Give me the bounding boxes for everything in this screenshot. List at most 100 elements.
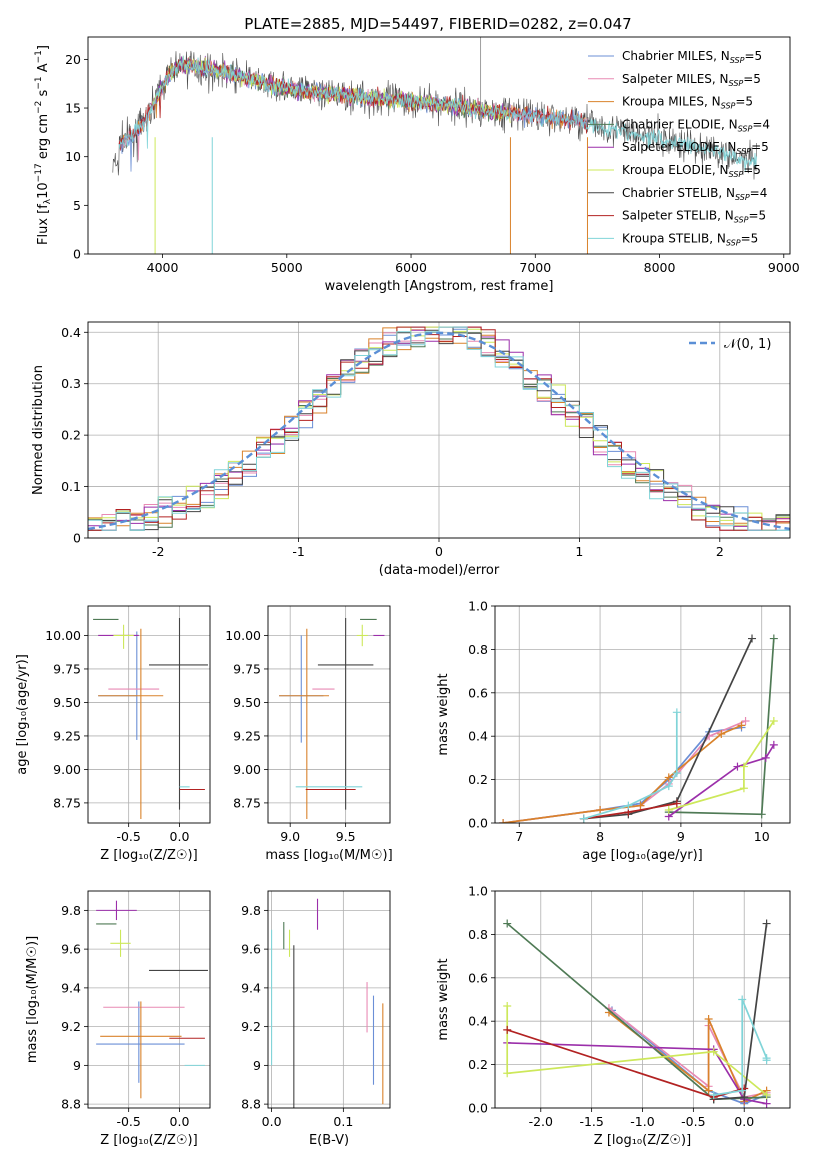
- marker-kroupa_stelib: [672, 708, 681, 717]
- y-tick-label: 10: [65, 149, 81, 164]
- mass_vs_Z-plot: [96, 900, 208, 1099]
- marker-salpeter_stelib: [503, 1025, 512, 1034]
- y-tick-label: 8.75: [233, 795, 261, 810]
- y-tick-label: 0.6: [468, 970, 488, 985]
- y-tick-label: 9.50: [233, 695, 261, 710]
- y-tick-label: 0.8: [468, 642, 488, 657]
- histogram-kroupa_stelib: [88, 326, 790, 531]
- marker-kroupa_stelib: [738, 1086, 747, 1095]
- x-tick-label: 2: [716, 544, 724, 559]
- series-kroupa_miles: [502, 724, 742, 823]
- y-tick-label: 9.00: [233, 762, 261, 777]
- series-kroupa_stelib: [583, 712, 678, 820]
- axes-frame: [494, 890, 791, 1109]
- legend-label-normal: 𝒩(0, 1): [724, 337, 771, 352]
- marker-chabrier_stelib: [740, 1093, 749, 1102]
- y-tick-label: 9.4: [61, 980, 81, 995]
- legend-label-chabrier_elodie: Chabrier ELODIE, NSSP=4: [622, 117, 770, 133]
- y-tick-label: 10.00: [45, 628, 81, 643]
- marker-kroupa_miles: [499, 819, 508, 823]
- legend-label-kroupa_stelib: Kroupa STELIB, NSSP=5: [622, 231, 758, 247]
- marker-salpeter_miles: [741, 717, 750, 726]
- x-tick-label: 0: [435, 544, 443, 559]
- x-tick-label: 8000: [644, 260, 676, 275]
- x-tick-label: 0.0: [262, 1114, 282, 1129]
- marker-kroupa_elodie: [664, 805, 673, 814]
- weight_vs_Z-panel: -2.0 -1.5 -1.0 -0.5 0.0 0.0 0.2 0.4 0.6 0.8 1.0 Z […: [436, 884, 791, 1148]
- y-tick-label: 0.4: [468, 729, 488, 744]
- figure-title: PLATE=2885, MJD=54497, FIBERID=0282, z=0…: [244, 15, 631, 33]
- marker-kroupa_miles: [704, 1086, 713, 1095]
- x-tick-label: 5000: [271, 260, 303, 275]
- y-axis-label: mass [log₁₀(M/M☉)]: [25, 936, 40, 1063]
- series-kroupa_elodie: [506, 1006, 768, 1096]
- y-tick-label: 9.25: [53, 728, 81, 743]
- series-kroupa_elodie: [668, 720, 775, 811]
- y-tick-label: 9.00: [53, 762, 81, 777]
- spectrum-plot: [112, 37, 757, 254]
- weight_vs_age-plot: [499, 634, 778, 823]
- x-tick-label: -0.5: [116, 829, 140, 844]
- y-axis-label: Flux [fλ10−17 erg cm−2 s−1 A−1]: [34, 45, 53, 245]
- y-tick-label: 9.75: [233, 661, 261, 676]
- x-tick-label: -2.0: [529, 1114, 553, 1129]
- y-tick-label: 0.4: [61, 325, 81, 340]
- marker-kroupa_miles: [664, 773, 673, 782]
- y-tick-label: 9: [253, 1058, 261, 1073]
- y-tick-label: 1.0: [468, 884, 488, 899]
- marker-kroupa_stelib: [762, 1056, 771, 1065]
- y-tick-label: 8.8: [61, 1097, 81, 1112]
- marker-chabrier_elodie: [769, 634, 778, 643]
- series-salpeter_elodie: [668, 744, 775, 818]
- marker-kroupa_miles: [717, 730, 726, 739]
- x-tick-label: 0.0: [170, 1114, 190, 1129]
- marker-salpeter_elodie: [769, 740, 778, 749]
- axes-frame: [87, 321, 791, 539]
- mass_vs_ebv-plot: [271, 898, 384, 1108]
- legend-label-chabrier_miles: Chabrier MILES, NSSP=5: [622, 49, 762, 65]
- x-tick-label: 4000: [147, 260, 179, 275]
- legend-label-kroupa_elodie: Kroupa ELODIE, NSSP=5: [622, 163, 761, 179]
- x-axis-label: mass [log₁₀(M/M☉)]: [265, 848, 392, 863]
- x-tick-label: 7: [515, 829, 523, 844]
- y-tick-label: 0.4: [468, 1014, 488, 1029]
- age_vs_mass-panel: 9.0 9.5 8.75 9.00 9.25 9.50 9.75 10.00 mass [log…: [225, 605, 393, 863]
- x-tick-label: 8: [596, 829, 604, 844]
- legend-label-chabrier_stelib: Chabrier STELIB, NSSP=4: [622, 186, 767, 202]
- histogram-plot: [88, 326, 790, 531]
- axes-frame: [494, 605, 791, 824]
- x-tick-label: -0.5: [116, 1114, 140, 1129]
- y-tick-label: 8.8: [241, 1097, 261, 1112]
- y-tick-label: 9.75: [53, 661, 81, 676]
- age_vs_mass-plot: [279, 618, 385, 819]
- x-tick-label: 6000: [395, 260, 427, 275]
- x-tick-label: 9.0: [280, 829, 300, 844]
- marker-kroupa_elodie: [762, 1090, 771, 1099]
- marker-kroupa_stelib: [664, 782, 673, 791]
- y-tick-label: 0.6: [468, 685, 488, 700]
- y-tick-label: 10.00: [225, 628, 261, 643]
- y-tick-label: 8.75: [53, 795, 81, 810]
- legend-label-salpeter_miles: Salpeter MILES, NSSP=5: [622, 72, 761, 88]
- marker-kroupa_elodie: [709, 1047, 718, 1056]
- x-tick-label: -0.5: [681, 1114, 705, 1129]
- x-tick-label: -2: [152, 544, 164, 559]
- x-tick-label: -1: [292, 544, 304, 559]
- marker-kroupa_stelib: [579, 814, 588, 823]
- y-tick-label: 0.2: [468, 1057, 488, 1072]
- y-tick-label: 9.6: [241, 942, 261, 957]
- axes-frame: [87, 890, 211, 1109]
- x-tick-label: 9.5: [336, 829, 356, 844]
- marker-chabrier_elodie: [757, 810, 766, 819]
- axes-frame: [87, 36, 791, 255]
- y-tick-label: 0: [73, 247, 81, 262]
- marker-kroupa_miles: [596, 805, 605, 814]
- y-tick-label: 9.4: [241, 980, 261, 995]
- x-axis-label: E(B-V): [309, 1133, 349, 1148]
- y-tick-label: 0.0: [468, 816, 488, 831]
- axes-frame: [267, 605, 391, 824]
- x-axis-label: age [log₁₀(age/yr)]: [582, 848, 703, 863]
- marker-kroupa_elodie: [769, 717, 778, 726]
- x-axis-label: Z [log₁₀(Z/Z☉)]: [100, 1133, 197, 1148]
